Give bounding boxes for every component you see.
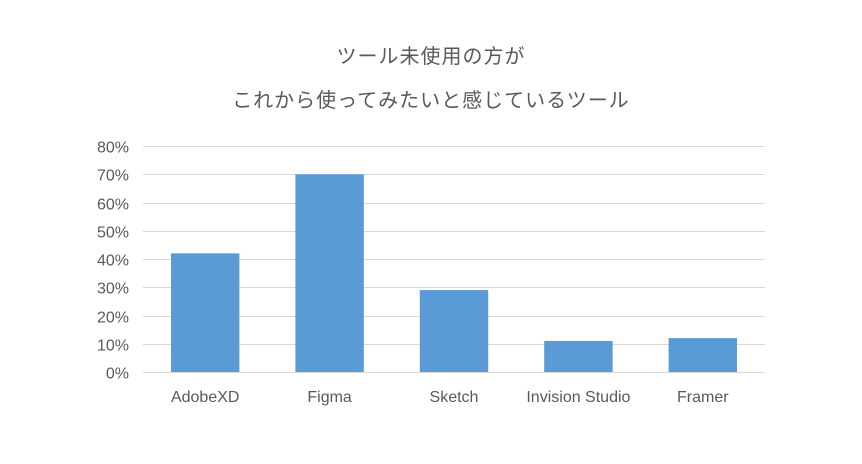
bar-figma (295, 174, 364, 372)
y-tick-label: 50% (97, 225, 129, 242)
bar-sketch (419, 290, 489, 372)
y-tick-label: 20% (97, 310, 129, 327)
bar-adobexd (170, 253, 240, 372)
x-category-label: AdobeXD (171, 389, 240, 406)
x-category-label: Framer (677, 389, 729, 406)
y-tick-label: 80% (97, 140, 129, 157)
y-tick-label: 70% (97, 168, 129, 185)
x-category-label: Figma (307, 389, 352, 406)
chart-title-line-1: ツール未使用の方が (336, 44, 526, 68)
y-tick-label: 30% (97, 281, 129, 298)
bar-framer (668, 338, 738, 372)
y-tick-label: 0% (106, 366, 129, 383)
x-category-label: Sketch (430, 389, 479, 406)
bar-invision-studio (544, 340, 613, 372)
y-tick-label: 60% (97, 197, 129, 214)
chart-title-line-2: これから使ってみたいと感じているツール (232, 88, 630, 112)
y-tick-label: 10% (97, 338, 129, 355)
y-tick-label: 40% (97, 253, 129, 270)
x-category-label: Invision Studio (526, 389, 630, 406)
